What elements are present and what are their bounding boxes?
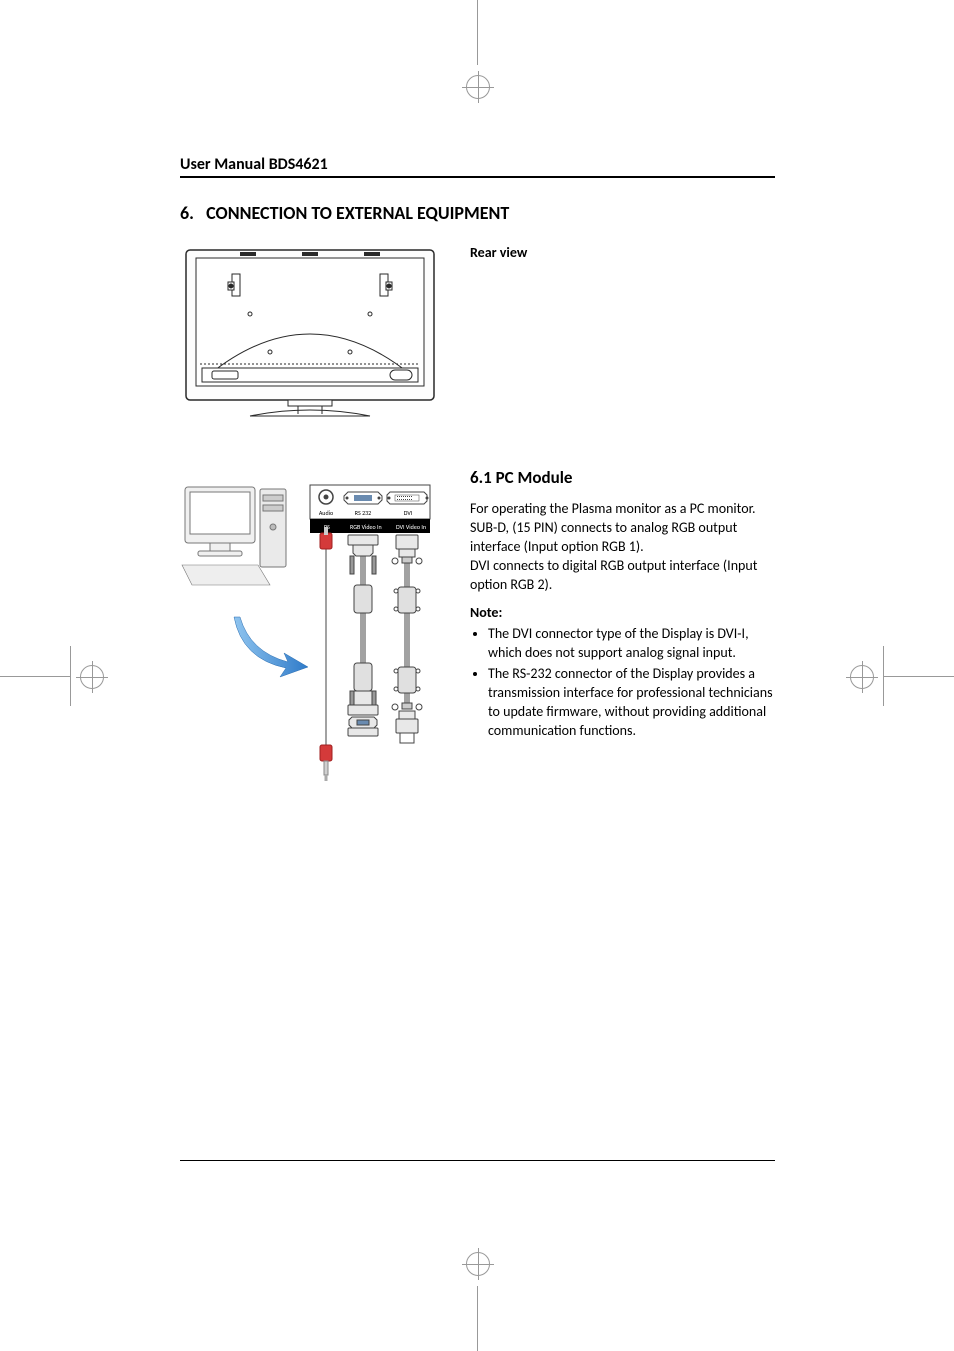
footer-rule bbox=[180, 1160, 775, 1161]
crop-mark-left bbox=[0, 646, 110, 706]
rear-view-label: Rear view bbox=[470, 244, 527, 261]
rear-view-diagram bbox=[180, 244, 440, 419]
note-item: The RS-232 connector of the Display prov… bbox=[488, 665, 775, 741]
pc-module-diagram: Audio RS 232 DVI RS RGB Video In DVI Vid… bbox=[180, 467, 440, 797]
body-text-2: SUB-D, (15 PIN) connects to analog RGB o… bbox=[470, 519, 775, 557]
svg-text:RS 232: RS 232 bbox=[355, 509, 371, 517]
svg-text:DVI: DVI bbox=[404, 509, 413, 517]
body-text-1: For operating the Plasma monitor as a PC… bbox=[470, 500, 775, 519]
section-title: 6. CONNECTION TO EXTERNAL EQUIPMENT bbox=[180, 202, 775, 224]
body-text-3: DVI connects to digital RGB output inter… bbox=[470, 557, 775, 595]
subsection-title: 6.1 PC Module bbox=[470, 467, 775, 490]
crop-mark-bottom bbox=[457, 1251, 497, 1351]
note-item: The DVI connector type of the Display is… bbox=[488, 625, 775, 663]
note-heading: Note: bbox=[470, 604, 775, 623]
header-title: User Manual BDS4621 bbox=[180, 155, 328, 174]
crop-mark-top bbox=[457, 0, 497, 100]
crop-mark-right bbox=[844, 646, 954, 706]
note-list: The DVI connector type of the Display is… bbox=[470, 625, 775, 740]
audio-label: Audio bbox=[319, 509, 333, 517]
page-header: User Manual BDS4621 bbox=[180, 155, 775, 178]
svg-text:RGB Video In: RGB Video In bbox=[350, 523, 382, 531]
svg-text:DVI Video In: DVI Video In bbox=[396, 523, 426, 531]
